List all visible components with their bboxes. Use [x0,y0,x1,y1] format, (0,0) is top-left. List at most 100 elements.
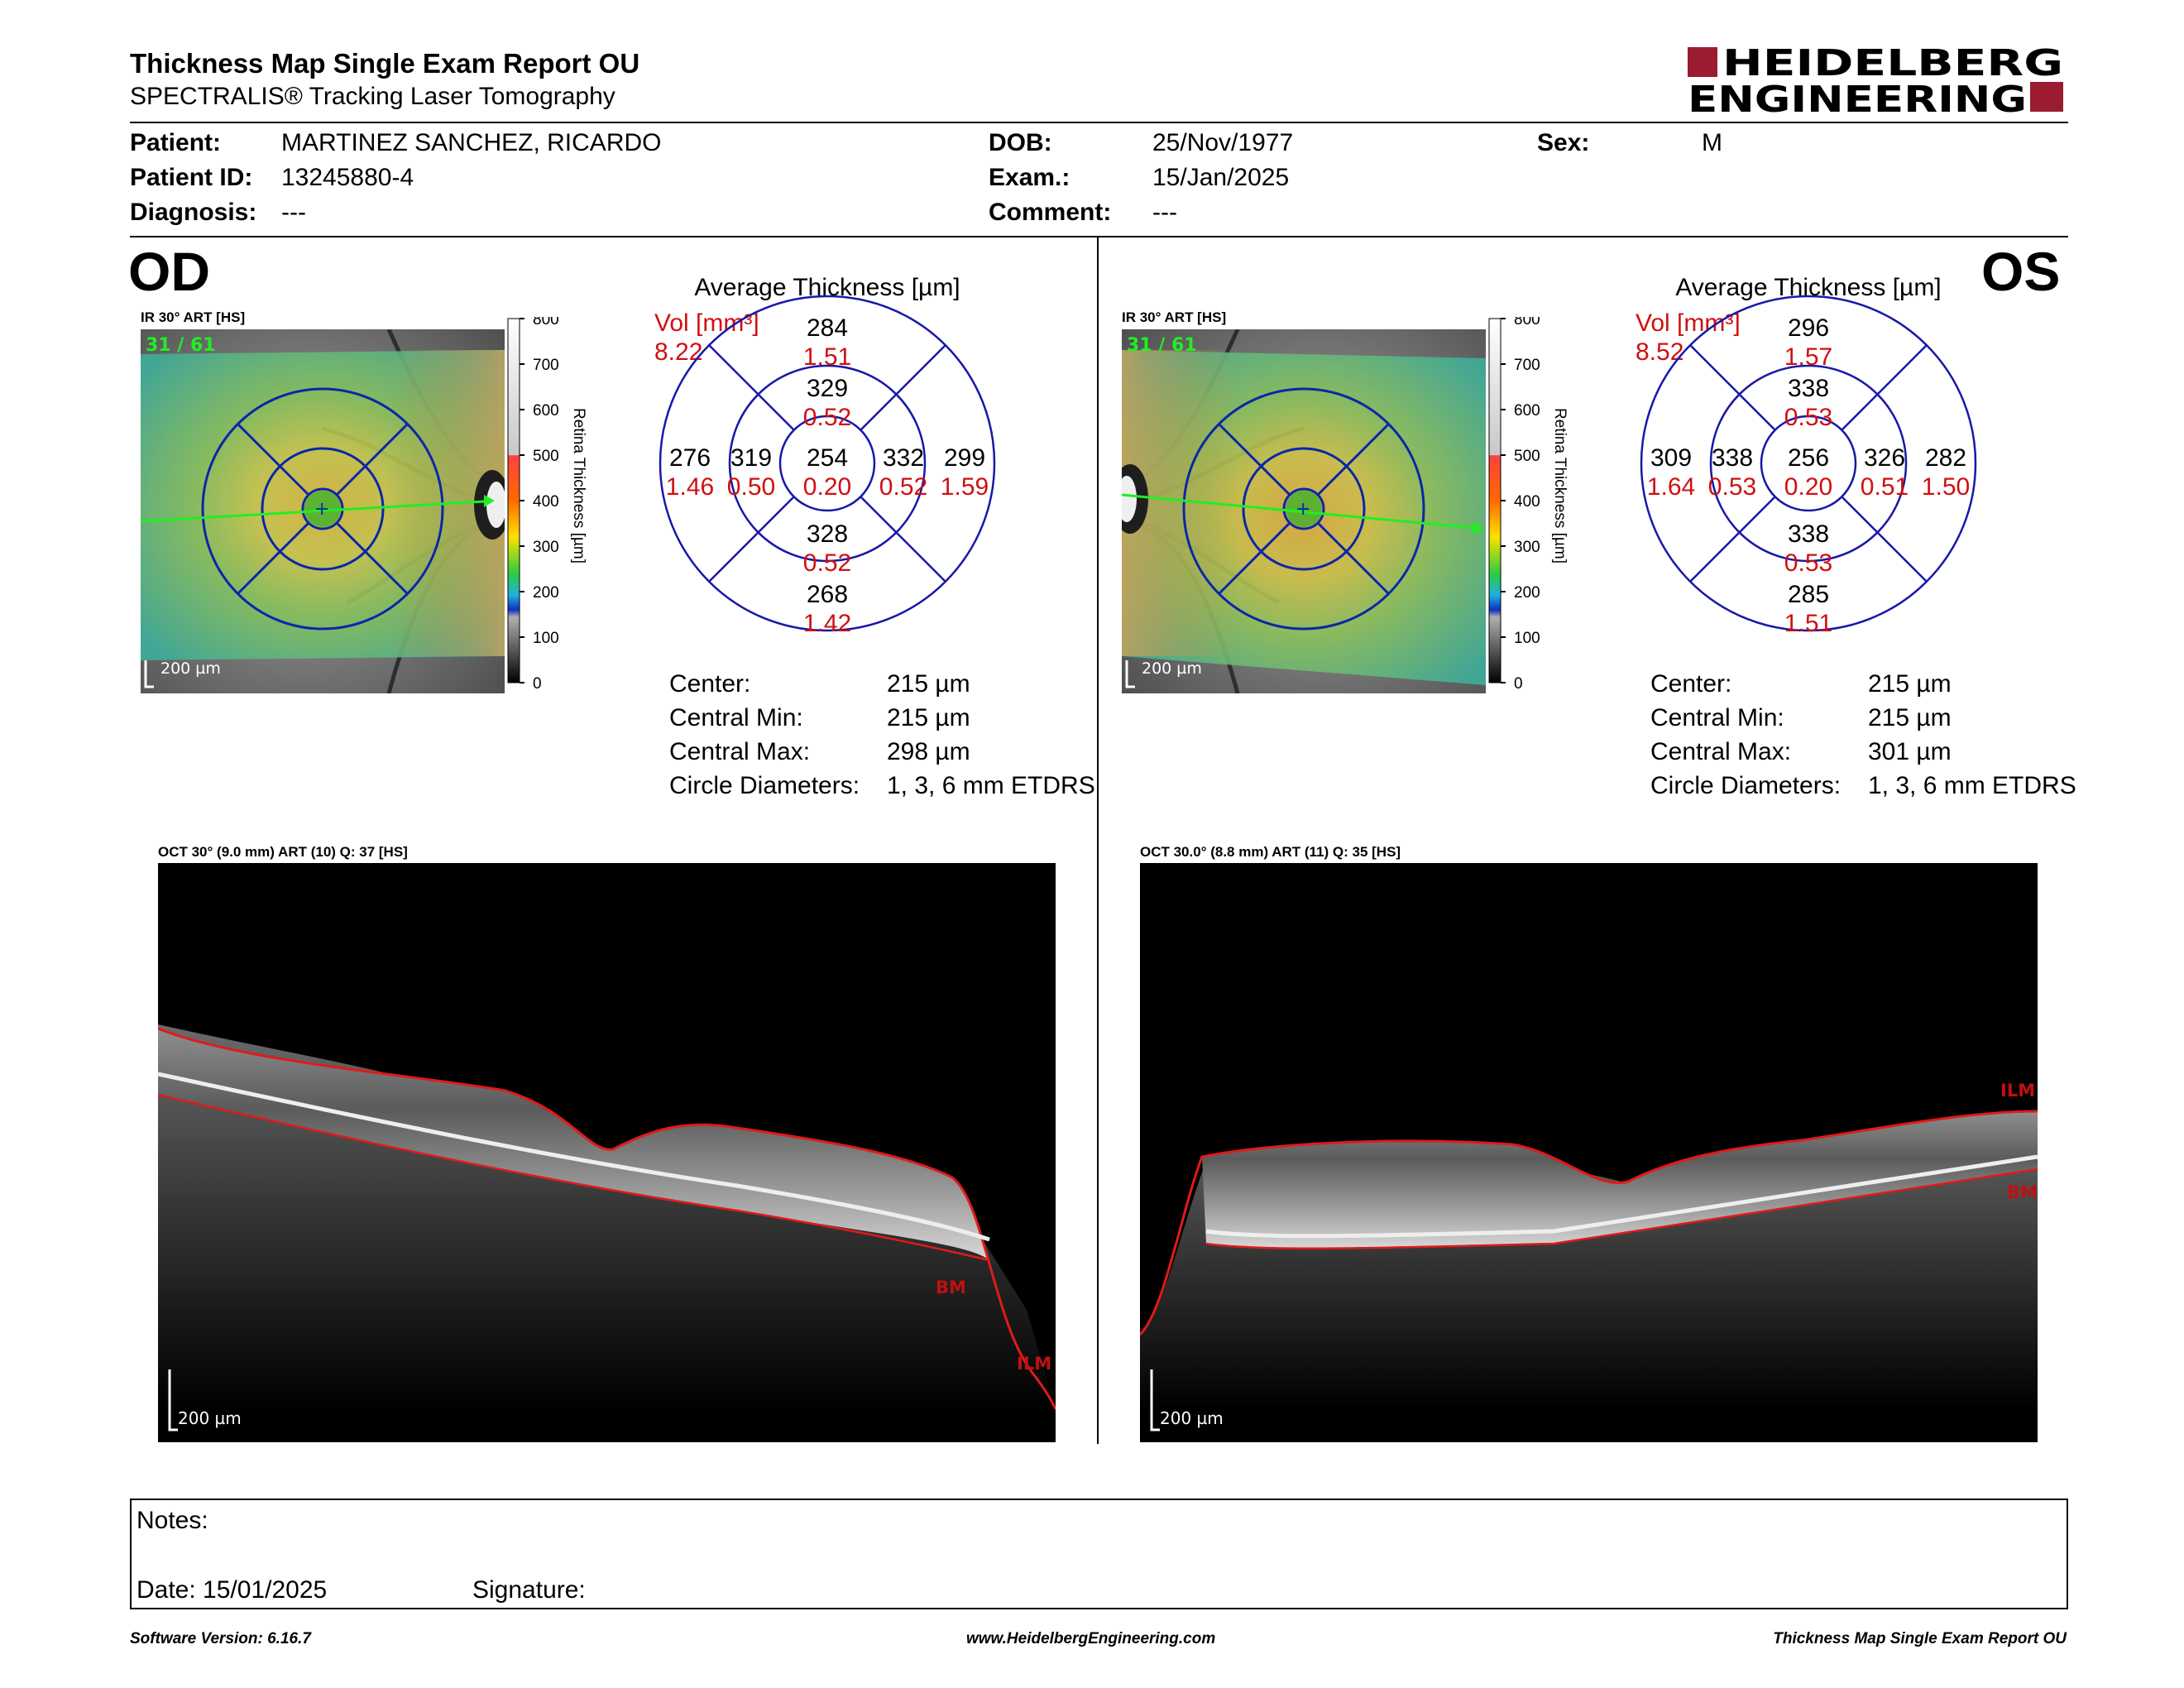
signature-label: Signature: [472,1576,586,1604]
svg-text:300: 300 [1514,539,1540,556]
report-title: Thickness Map Single Exam Report OU [130,48,640,79]
svg-text:800: 800 [533,317,559,328]
svg-text:500: 500 [1514,448,1540,465]
svg-text:309: 309 [1650,444,1692,472]
svg-text:276: 276 [669,444,711,472]
os-max-value: 301 µm [1868,738,1952,765]
svg-text:BM: BM [936,1278,966,1297]
od-min-value: 215 µm [887,704,970,731]
dob-label: DOB: [989,129,1052,156]
svg-text:0.50: 0.50 [727,473,775,501]
report-subtitle: SPECTRALIS® Tracking Laser Tomography [130,83,615,110]
svg-text:329: 329 [807,375,848,402]
svg-text:400: 400 [533,493,559,511]
svg-text:BM: BM [2007,1182,2038,1202]
svg-text:1.50: 1.50 [1922,473,1970,501]
exam-label: Exam.: [989,164,1070,191]
notes-box: Notes: Date: 15/01/2025 Signature: [130,1499,2068,1609]
svg-text:700: 700 [533,357,559,374]
ir-label-od: IR 30° ART [HS] [141,309,246,325]
date-label: Date: 15/01/2025 [136,1576,328,1604]
etdrs-grid-os: Average Thickness [µm] Vol [mm³] 8.52 29… [1597,265,2028,654]
os-center-label: Center: [1650,670,1732,698]
ir-thickness-map-od: + 31 / 61 200 µm [140,328,510,694]
eye-label-os: OS [1981,241,2061,302]
patient-id: 13245880-4 [281,164,414,191]
svg-text:326: 326 [1864,444,1905,472]
od-center-label: Center: [669,670,751,698]
svg-text:+: + [314,499,329,520]
svg-text:600: 600 [533,402,559,420]
svg-text:200 µm: 200 µm [1160,1408,1224,1428]
svg-text:0.20: 0.20 [803,473,851,501]
dob-value: 25/Nov/1977 [1152,129,1294,156]
exam-value: 15/Jan/2025 [1152,164,1290,191]
svg-text:31 / 61: 31 / 61 [146,335,216,356]
svg-text:200: 200 [533,584,559,602]
comment-label: Comment: [989,199,1112,226]
os-min-value: 215 µm [1868,704,1952,731]
svg-text:332: 332 [883,444,924,472]
svg-text:HEIDELBERG: HEIDELBERG [1722,46,2063,84]
os-max-label: Central Max: [1650,738,1792,765]
svg-text:299: 299 [944,444,985,472]
svg-text:254: 254 [807,444,848,472]
svg-text:0.53: 0.53 [1784,404,1832,431]
svg-text:0.52: 0.52 [803,404,851,431]
svg-text:+: + [1296,499,1310,520]
svg-text:100: 100 [1514,630,1540,647]
svg-text:1.51: 1.51 [803,343,851,371]
eye-label-od: OD [128,241,210,302]
patient-name: MARTINEZ SANCHEZ, RICARDO [281,129,662,156]
notes-label: Notes: [136,1507,208,1534]
svg-text:100: 100 [533,630,559,647]
svg-text:284: 284 [807,314,848,342]
sex-label: Sex: [1537,129,1590,156]
svg-text:ENGINEERING: ENGINEERING [1688,79,2027,116]
svg-text:ILM: ILM [2000,1081,2035,1101]
svg-text:200 µm: 200 µm [160,659,221,678]
svg-text:Retina Thickness [µm]: Retina Thickness [µm] [1551,408,1569,563]
svg-text:200 µm: 200 µm [178,1408,242,1428]
svg-text:282: 282 [1925,444,1966,472]
os-min-label: Central Min: [1650,704,1784,731]
ir-label-os: IR 30° ART [HS] [1122,309,1227,325]
ir-thickness-map-os: + 31 / 61 200 µm [1112,328,1486,694]
svg-text:1.57: 1.57 [1784,343,1832,371]
patient-label: Patient: [130,129,222,156]
svg-text:1.51: 1.51 [1784,610,1832,637]
svg-text:ILM: ILM [1017,1354,1051,1374]
svg-text:285: 285 [1788,581,1829,608]
svg-text:400: 400 [1514,493,1540,511]
colorbar-os: 800 700 600 500 400 300 200 100 0 Retina Thi… [1487,311,1587,693]
heidelberg-logo: HEIDELBERG ENGINEERING [1688,42,2068,121]
svg-text:338: 338 [1712,444,1753,472]
svg-text:500: 500 [533,448,559,465]
os-center-value: 215 µm [1868,670,1952,698]
svg-text:319: 319 [730,444,772,472]
svg-text:Vol [mm³]: Vol [mm³] [654,309,759,337]
svg-text:800: 800 [1514,317,1540,328]
svg-text:31 / 61: 31 / 61 [1127,335,1197,356]
svg-text:338: 338 [1788,375,1829,402]
svg-text:296: 296 [1788,314,1829,342]
svg-text:200 µm: 200 µm [1142,659,1202,678]
svg-text:0.51: 0.51 [1861,473,1909,501]
od-max-label: Central Max: [669,738,811,765]
svg-text:0: 0 [533,675,542,689]
patient-id-label: Patient ID: [130,164,253,191]
oct-scan-od: BM ILM 200 µm [157,863,1057,1442]
svg-text:Retina Thickness [µm]: Retina Thickness [µm] [570,408,587,563]
svg-text:700: 700 [1514,357,1540,374]
oct-label-od: OCT 30° (9.0 mm) ART (10) Q: 37 [HS] [158,844,408,860]
diagnosis-value: --- [281,199,306,226]
svg-text:0.52: 0.52 [803,549,851,577]
center-divider [1097,237,1099,1444]
svg-text:338: 338 [1788,520,1829,548]
website-link[interactable]: www.HeidelbergEngineering.com [966,1630,1216,1647]
svg-text:1.59: 1.59 [941,473,989,501]
diagnosis-label: Diagnosis: [130,199,257,226]
od-min-label: Central Min: [669,704,803,731]
footer-report-name: Thickness Map Single Exam Report OU [1773,1630,2067,1647]
svg-text:0: 0 [1514,675,1523,689]
